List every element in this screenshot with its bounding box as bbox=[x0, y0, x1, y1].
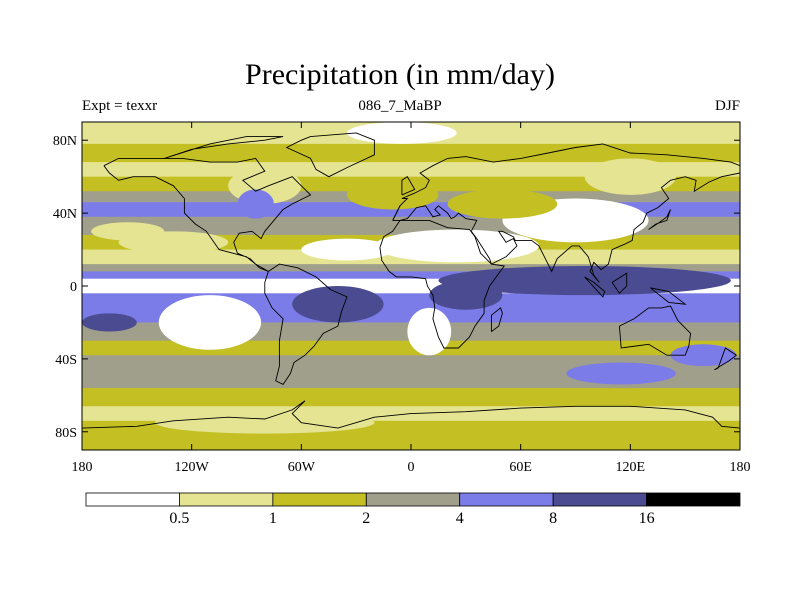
colorbar-swatch bbox=[646, 492, 741, 507]
precip-patch bbox=[438, 265, 731, 296]
precip-band bbox=[82, 264, 740, 273]
precip-patch bbox=[301, 238, 393, 261]
precip-patch bbox=[347, 122, 457, 144]
coastline bbox=[584, 276, 606, 298]
lon-tick-label: 180 bbox=[72, 460, 93, 475]
coastline bbox=[401, 176, 416, 196]
axis-ticks: 180 120W 60W 0 60E 120E 180 80N 40N 0 40S 80S bbox=[53, 122, 751, 475]
precip-fill-layer bbox=[82, 122, 740, 450]
experiment-label: Expt = texxr bbox=[82, 98, 158, 114]
coastline bbox=[490, 307, 503, 332]
precip-band bbox=[82, 271, 740, 280]
colorbar-label: 0.5 bbox=[169, 510, 189, 527]
precip-band bbox=[82, 293, 740, 302]
lat-tick-label: 40S bbox=[55, 353, 77, 368]
colorbar-swatch bbox=[459, 492, 554, 507]
coastline bbox=[714, 347, 738, 371]
season-label: DJF bbox=[714, 98, 740, 114]
precip-band bbox=[82, 388, 740, 407]
coastline bbox=[103, 157, 312, 272]
coastline bbox=[650, 287, 687, 305]
lon-tick-label: 60W bbox=[288, 460, 316, 475]
precip-patch bbox=[82, 313, 137, 332]
coastline-layer bbox=[82, 132, 740, 429]
colorbar-swatch bbox=[179, 492, 274, 507]
lat-tick-label: 80N bbox=[53, 134, 77, 149]
coastline bbox=[392, 205, 401, 221]
colorbar: 0.5 1 2 4 8 16 bbox=[85, 492, 741, 527]
precip-patch bbox=[447, 189, 558, 219]
coastline bbox=[379, 219, 506, 349]
coastline bbox=[285, 132, 375, 178]
coastline bbox=[264, 263, 348, 385]
coastline bbox=[164, 136, 284, 159]
lon-tick-label: 120W bbox=[175, 460, 210, 475]
precip-patch bbox=[82, 280, 119, 292]
precip-band bbox=[82, 143, 740, 163]
coastline bbox=[618, 305, 692, 356]
lon-tick-label: 120E bbox=[616, 460, 646, 475]
precip-patch bbox=[158, 295, 262, 350]
colorbar-label: 16 bbox=[639, 510, 655, 527]
precip-patch bbox=[237, 189, 274, 219]
colorbar-swatch bbox=[85, 492, 180, 507]
lon-tick-label: 180 bbox=[730, 460, 751, 475]
precip-patch bbox=[374, 229, 539, 263]
lon-tick-label: 60E bbox=[509, 460, 532, 475]
lat-tick-label: 40N bbox=[53, 207, 77, 222]
precip-patch bbox=[407, 307, 452, 356]
precip-patch bbox=[429, 280, 503, 310]
period-label: 086_7_MaBP bbox=[358, 98, 442, 114]
colorbar-swatch bbox=[272, 492, 367, 507]
colorbar-label: 1 bbox=[269, 510, 277, 527]
colorbar-label: 2 bbox=[362, 510, 370, 527]
precip-patch bbox=[292, 286, 384, 323]
lon-tick-label: 0 bbox=[408, 460, 415, 475]
precip-patch bbox=[155, 411, 375, 434]
map-title: Precipitation (in mm/day) bbox=[245, 58, 555, 91]
colorbar-swatch bbox=[365, 492, 461, 507]
precip-patch bbox=[91, 222, 165, 241]
precip-patch bbox=[584, 158, 677, 195]
precip-band bbox=[82, 340, 740, 356]
coastline bbox=[611, 272, 628, 295]
colorbar-swatch bbox=[552, 492, 647, 507]
coastline bbox=[82, 400, 740, 429]
lat-tick-label: 80S bbox=[55, 426, 77, 441]
precip-patch bbox=[566, 362, 677, 385]
coastline bbox=[392, 143, 740, 221]
colorbar-label: 8 bbox=[549, 510, 557, 527]
coastline bbox=[648, 209, 671, 230]
precip-patch bbox=[347, 180, 439, 210]
colorbar-label: 4 bbox=[456, 510, 464, 527]
lat-tick-label: 0 bbox=[70, 280, 77, 295]
coastline bbox=[392, 172, 740, 283]
